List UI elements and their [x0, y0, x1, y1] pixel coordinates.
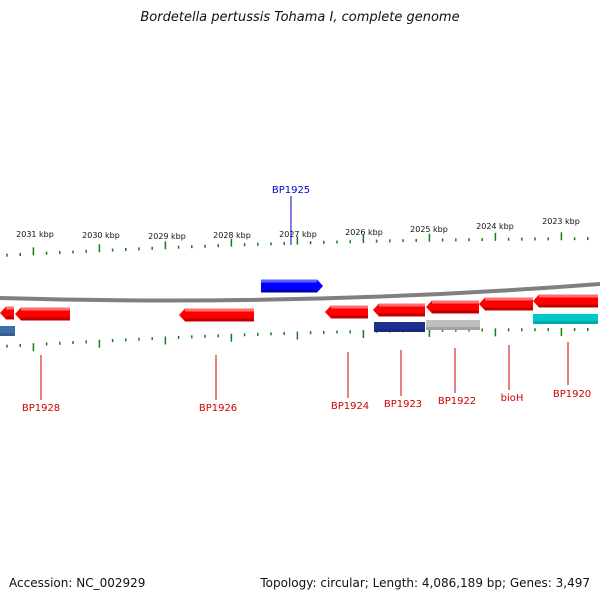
gene-label: BP1925: [272, 185, 310, 196]
ruler-label: 2024 kbp: [476, 222, 514, 231]
ruler-label: 2023 kbp: [542, 217, 580, 226]
gene-arrow: [426, 300, 479, 314]
genome-title: Bordetella pertussis Tohama I, complete …: [140, 10, 460, 25]
gene-arrow: [15, 307, 70, 321]
gene-arrow: [261, 279, 323, 293]
gene-label: BP1922: [438, 396, 476, 407]
gene-labels: BP1928 BP1926 BP1925 BP1924 BP1923 BP1922 bioH…: [22, 185, 591, 414]
gene-arrow: [479, 297, 533, 311]
accession-text: Accession: NC_002929: [9, 576, 146, 590]
ruler-label: 2025 kbp: [410, 225, 448, 234]
feature-track-bar: [533, 314, 598, 324]
gene-label: BP1924: [331, 401, 369, 412]
ruler-label: 2028 kbp: [213, 231, 251, 240]
feature-track-bar: [374, 322, 425, 332]
gene-label: BP1926: [199, 403, 237, 414]
ruler-label: 2031 kbp: [16, 230, 54, 239]
ruler-label: 2027 kbp: [279, 230, 317, 239]
gene-arrow: [325, 305, 368, 319]
feature-track-bar: [0, 326, 15, 336]
gene-label: bioH: [501, 393, 524, 404]
gene-arrow: [0, 306, 14, 320]
gene-arrow: [179, 308, 254, 322]
gene-label: BP1923: [384, 399, 422, 410]
feature-tracks: [0, 314, 598, 336]
ruler-label: 2030 kbp: [82, 231, 120, 240]
outer-ruler: 2031 kbp 2030 kbp 2029 kbp 2028 kbp 2027 kbp…: [6, 217, 589, 257]
gene-arrow: [533, 294, 598, 308]
ruler-label: 2029 kbp: [148, 232, 186, 241]
genome-summary-text: Topology: circular; Length: 4,086,189 bp…: [260, 576, 590, 590]
gene-features: [0, 279, 598, 322]
feature-track-bar: [426, 320, 480, 330]
gene-arrow: [373, 303, 425, 317]
gene-label: BP1928: [22, 403, 60, 414]
gene-label: BP1920: [553, 389, 591, 400]
genome-backbone: [0, 282, 600, 303]
ruler-label: 2026 kbp: [345, 228, 383, 237]
inner-ruler: [6, 328, 589, 352]
